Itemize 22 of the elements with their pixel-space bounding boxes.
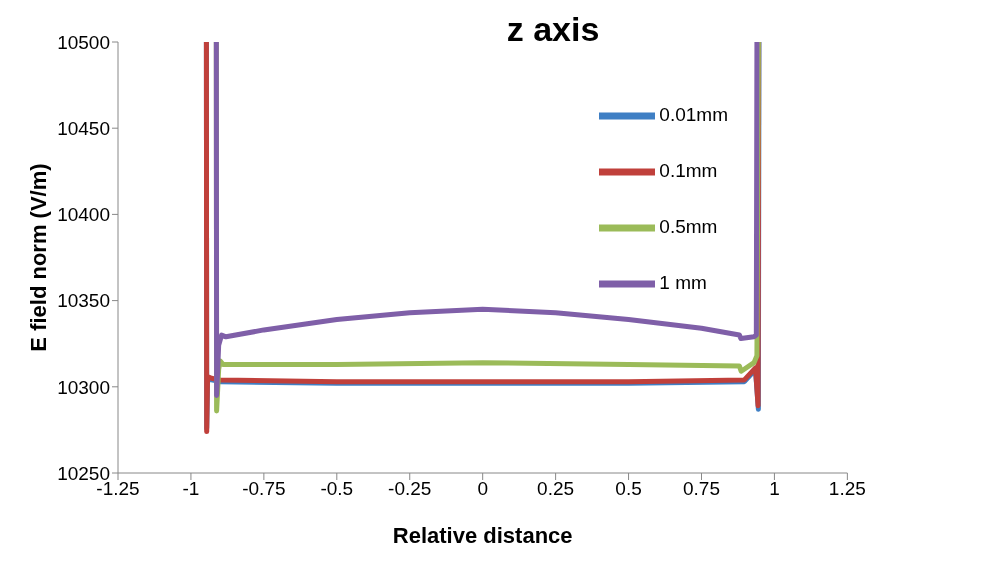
y-tick-label: 10400: [57, 204, 110, 226]
chart-title: z axis: [506, 10, 600, 48]
y-tick-label: 10500: [57, 31, 110, 53]
legend-label: 0.5mm: [659, 216, 718, 238]
x-tick-label: 0.5: [615, 478, 642, 500]
y-axis-title: E field norm (V/m): [25, 163, 51, 352]
x-tick-label: 1.25: [828, 478, 866, 500]
x-axis-title: Relative distance: [392, 522, 573, 548]
y-tick-label: 10450: [57, 117, 110, 139]
x-tick-label: -1: [182, 478, 200, 500]
x-tick-label: 0: [477, 478, 488, 500]
x-tick-label: -0.75: [242, 478, 286, 500]
y-tick-label: 10350: [57, 290, 110, 312]
legend-label: 0.01mm: [659, 104, 728, 126]
legend-label: 0.1mm: [659, 160, 718, 182]
y-tick-label: 10300: [57, 376, 110, 398]
legend-label: 1 mm: [659, 272, 707, 294]
x-tick-label: -0.5: [320, 478, 354, 500]
x-tick-label: 1: [769, 478, 780, 500]
x-tick-label: -0.25: [388, 478, 432, 500]
x-tick-label: 0.75: [683, 478, 720, 500]
x-tick-label: 0.25: [537, 478, 575, 500]
